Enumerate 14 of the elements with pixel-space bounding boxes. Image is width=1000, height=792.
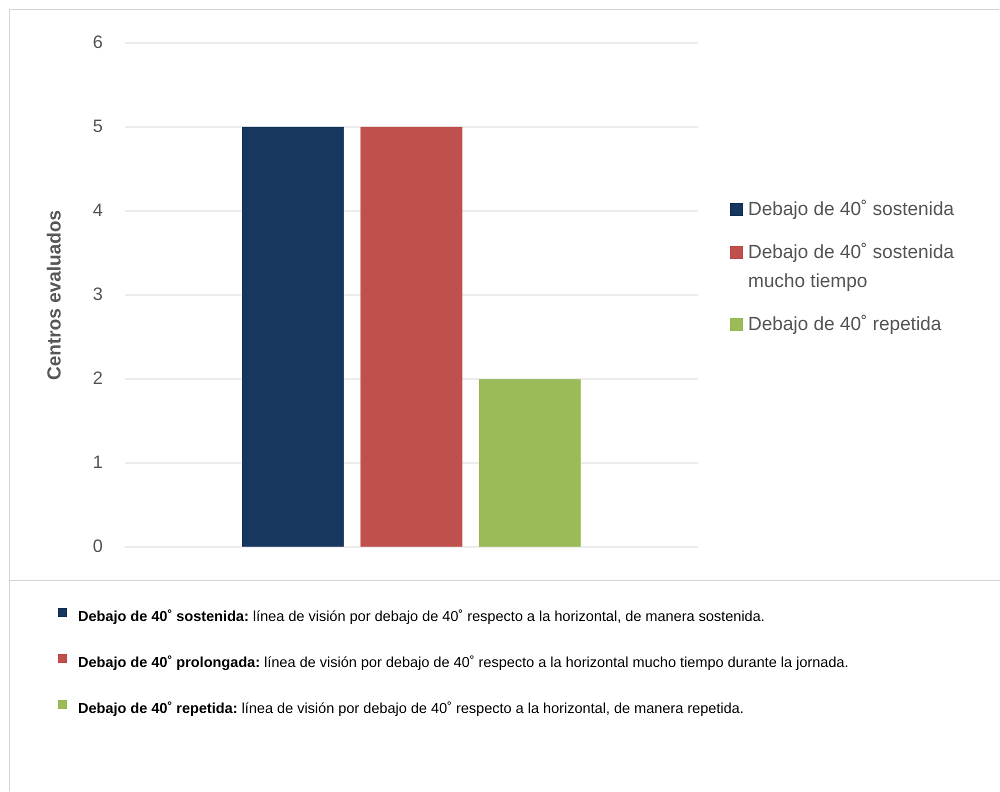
legend-label: Debajo de 40˚ sostenida mucho tiempo [748,241,955,294]
y-tick-label: 0 [92,536,103,556]
text: Debajo de 40˚ repetida: línea de visión por debajo de 40˚ respecto a la horizontal, de manera repetida. [78,700,745,719]
y-tick-label: 2 [92,368,103,388]
text: Debajo de 40˚ sostenida: línea de visión por debajo de 40˚ respecto a la horizontal, de manera sostenida. [78,608,766,627]
y-tick-label: 6 [92,32,103,52]
y-tick-label: 5 [92,116,103,136]
legend-label: Debajo de 40˚ sostenida [748,198,954,222]
legend-label: Debajo de 40˚ repetida [748,313,942,337]
y-axis-title: Centros evaluados [44,210,66,380]
text: Debajo de 40˚ prolongada: línea de visión por debajo de 40˚ respecto a la horizontal mucho tiempo durante la jornada. [78,654,850,673]
y-tick-label: 4 [92,200,103,220]
y-tick-label: 1 [92,452,103,472]
y-tick-label: 3 [92,284,103,304]
